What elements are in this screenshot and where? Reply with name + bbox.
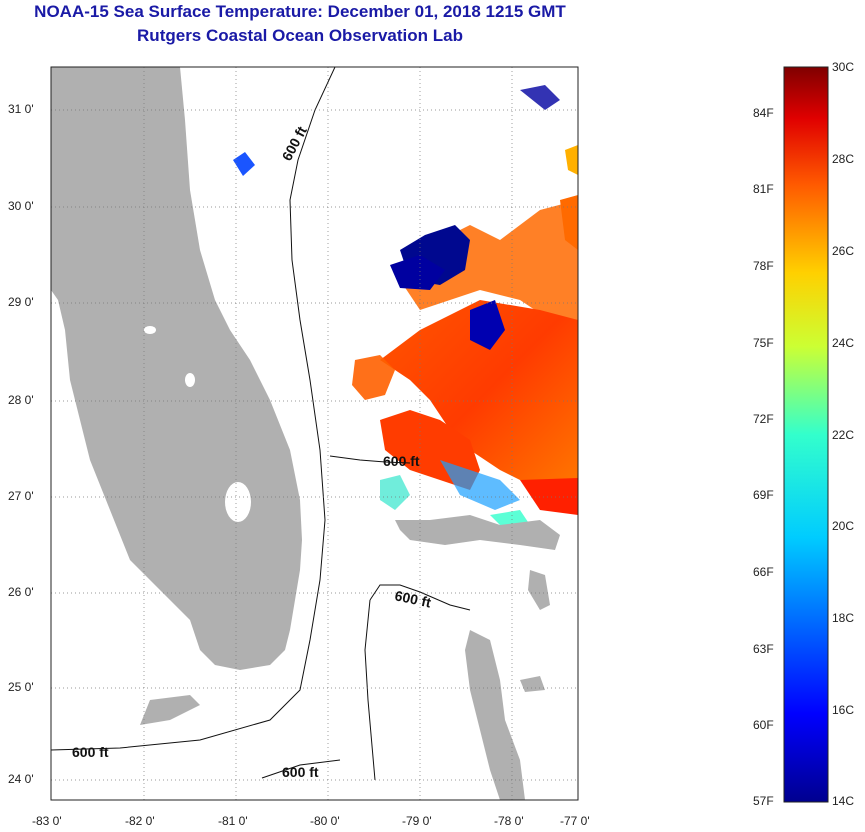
colorbar-fahrenheit-label: 69F <box>753 488 774 502</box>
colorbar-fahrenheit-label: 78F <box>753 259 774 273</box>
lat-label: 27 0' <box>8 489 34 503</box>
colorbar-celsius-label: 28C <box>832 152 855 166</box>
land-masses <box>51 67 560 800</box>
colorbar-celsius-label: 24C <box>832 336 855 350</box>
isobath-lines <box>51 67 471 781</box>
map-title: NOAA-15 Sea Surface Temperature: Decembe… <box>34 2 566 21</box>
lon-label: -77 0' <box>560 814 590 828</box>
lat-label: 24 0' <box>8 772 34 786</box>
sst-patches <box>233 85 578 530</box>
isobath-label: 600 ft <box>282 764 319 780</box>
colorbar-fahrenheit-label: 63F <box>753 642 774 656</box>
lon-label: -83 0' <box>32 814 62 828</box>
lat-label: 29 0' <box>8 295 34 309</box>
colorbar-fahrenheit-label: 81F <box>753 182 774 196</box>
lat-label: 31 0' <box>8 102 34 116</box>
colorbar-celsius-label: 16C <box>832 703 855 717</box>
isobath-label: 600 ft <box>72 744 109 760</box>
lat-label: 30 0' <box>8 199 34 213</box>
lat-label: 26 0' <box>8 585 34 599</box>
colorbar-celsius-label: 26C <box>832 244 855 258</box>
colorbar-fahrenheit-label: 66F <box>753 565 774 579</box>
isobath-label: 600 ft <box>383 453 420 469</box>
map-subtitle: Rutgers Coastal Ocean Observation Lab <box>137 26 463 45</box>
colorbar-celsius-label: 22C <box>832 428 855 442</box>
colorbar-fahrenheit-label: 75F <box>753 336 774 350</box>
lon-label: -82 0' <box>125 814 155 828</box>
colorbar-fahrenheit-label: 84F <box>753 106 774 120</box>
colorbar-celsius-label: 18C <box>832 611 855 625</box>
isobath-label: 600 ft <box>393 587 432 610</box>
colorbar-celsius-label: 30C <box>832 60 855 74</box>
colorbar-fahrenheit-label: 60F <box>753 718 774 732</box>
lon-label: -80 0' <box>310 814 340 828</box>
lat-label: 25 0' <box>8 680 34 694</box>
lon-label: -79 0' <box>402 814 432 828</box>
colorbar-celsius-label: 20C <box>832 519 855 533</box>
colorbar <box>783 66 829 803</box>
colorbar-celsius-label: 14C <box>832 794 855 808</box>
lon-label: -78 0' <box>494 814 524 828</box>
colorbar-fahrenheit-label: 72F <box>753 412 774 426</box>
lon-label: -81 0' <box>218 814 248 828</box>
lat-label: 28 0' <box>8 393 34 407</box>
colorbar-fahrenheit-label: 57F <box>753 794 774 808</box>
